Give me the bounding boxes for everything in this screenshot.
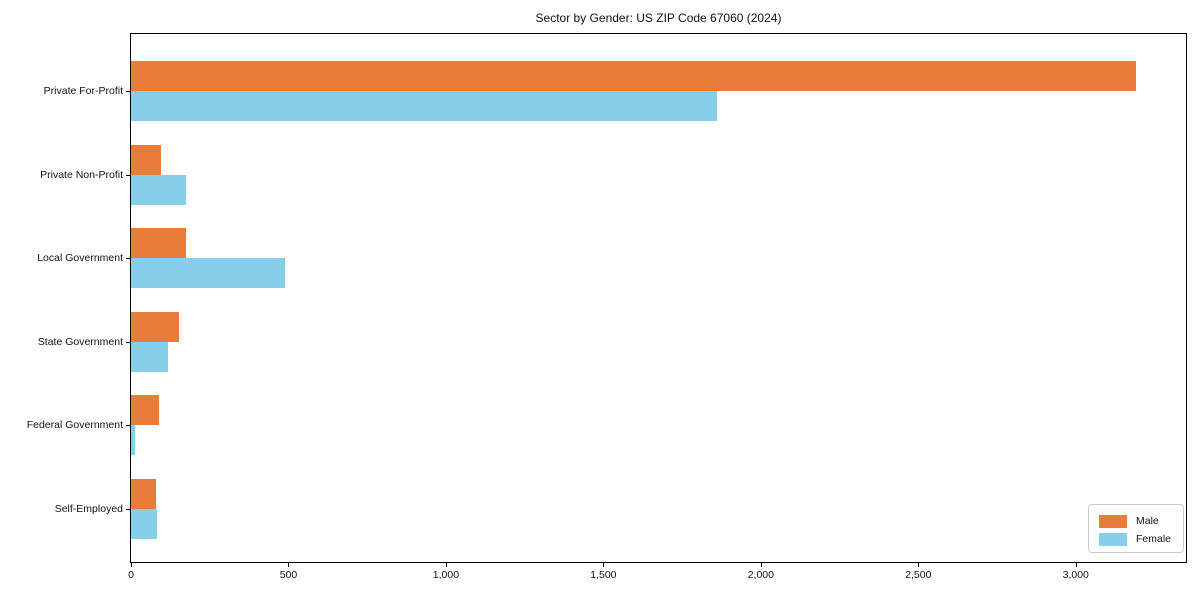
- x-tick-5: [918, 563, 920, 567]
- x-tick-label-6: 3,000: [1062, 569, 1089, 581]
- y-tick-label-5: Self-Employed: [54, 502, 123, 515]
- bar-male-2: [131, 228, 186, 258]
- legend-entry-female: Female: [1099, 531, 1183, 547]
- y-tick-2: [126, 258, 130, 259]
- x-tick-1: [288, 563, 290, 567]
- legend-label-male: Male: [1136, 515, 1159, 527]
- legend-label-female: Female: [1136, 533, 1172, 545]
- y-tick-label-3: State Government: [37, 335, 123, 348]
- x-tick-3: [603, 563, 605, 567]
- y-tick-label-0: Private For-Profit: [43, 85, 123, 97]
- y-tick-5: [126, 508, 130, 510]
- male-color-swatch: [1099, 514, 1127, 528]
- y-tick-label-4: Federal Government: [26, 419, 123, 431]
- x-tick-0: [131, 563, 132, 567]
- bar-male-1: [131, 144, 162, 175]
- x-tick-4: [760, 563, 762, 567]
- bar-male-0: [131, 61, 1136, 91]
- y-tick-label-2: Local Government: [37, 252, 123, 264]
- bar-female-5: [131, 508, 157, 539]
- bar-male-3: [131, 311, 179, 342]
- x-tick-2: [445, 563, 447, 567]
- y-tick-4: [126, 425, 130, 426]
- x-tick-label-4: 2,000: [747, 569, 774, 581]
- bar-female-1: [131, 174, 186, 205]
- x-tick-6: [1075, 563, 1077, 567]
- y-tick-0: [126, 91, 130, 92]
- bar-male-4: [131, 395, 159, 425]
- x-tick-label-0: 0: [128, 569, 134, 581]
- bar-male-5: [131, 478, 156, 509]
- x-tick-label-3: 1,500: [590, 569, 617, 581]
- x-tick-label-2: 1,000: [432, 569, 460, 581]
- y-tick-3: [126, 341, 130, 343]
- chart-title: Sector by Gender: US ZIP Code 67060 (202…: [535, 11, 782, 25]
- y-tick-label-1: Private Non-Profit: [40, 168, 123, 181]
- x-tick-label-5: 2,500: [905, 569, 932, 581]
- bar-female-4: [131, 425, 135, 455]
- plot-area: [130, 33, 1187, 563]
- bar-female-3: [131, 341, 169, 372]
- bar-female-0: [131, 91, 717, 121]
- bar-female-2: [131, 258, 285, 288]
- female-color-swatch: [1099, 532, 1127, 546]
- x-tick-label-1: 500: [279, 569, 298, 581]
- legend-entry-male: Male: [1099, 513, 1183, 529]
- y-tick-1: [126, 174, 130, 176]
- legend: Male Female: [1088, 504, 1184, 553]
